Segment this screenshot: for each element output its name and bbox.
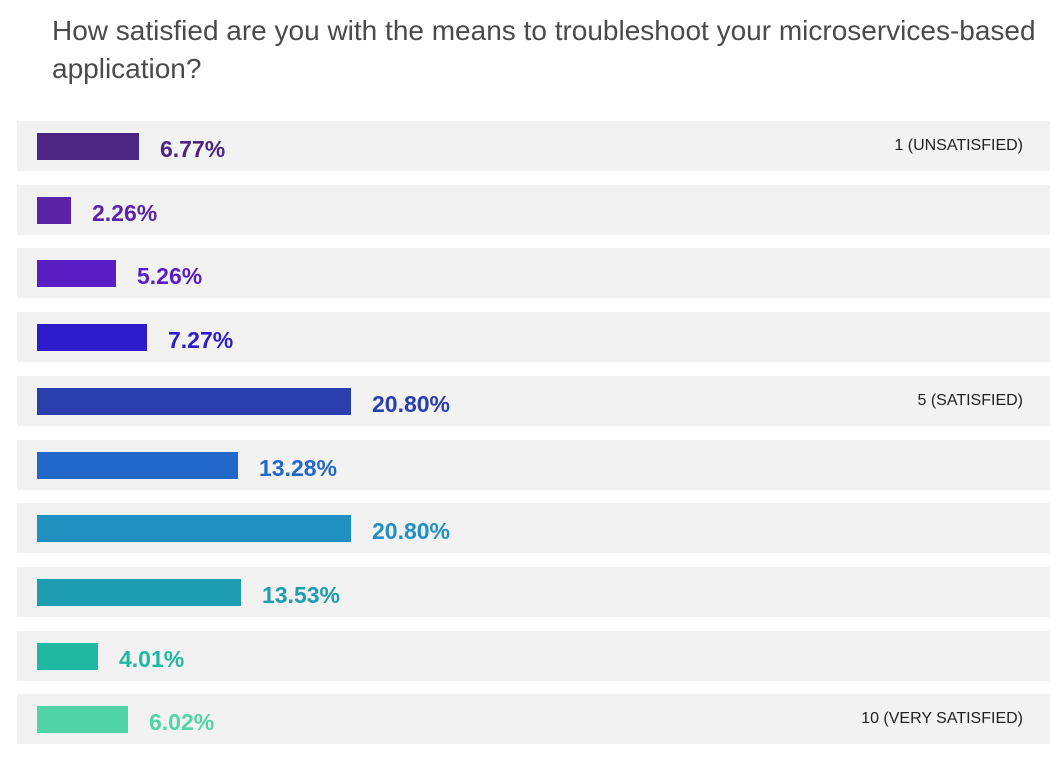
chart-row: 20.80% 5 (SATISFIED) (17, 376, 1050, 426)
value-label: 20.80% (372, 391, 451, 417)
chart-row: 4.01% (17, 631, 1050, 681)
bar (37, 643, 98, 670)
bar (37, 515, 351, 542)
scale-label: 5 (SATISFIED) (917, 392, 1024, 409)
chart-row: 20.80% (17, 503, 1050, 553)
value-label: 5.26% (137, 263, 203, 289)
bar (37, 324, 147, 351)
chart-row: 5.26% (17, 248, 1050, 298)
value-label: 4.01% (119, 646, 185, 672)
value-label: 7.27% (168, 327, 234, 353)
bar (37, 197, 71, 224)
bar (37, 706, 128, 733)
bar (37, 452, 238, 479)
scale-label: 10 (VERY SATISFIED) (861, 710, 1023, 727)
chart-row: 7.27% (17, 312, 1050, 362)
chart-row: 6.77% 1 (UNSATISFIED) (17, 121, 1050, 171)
chart-row: 13.53% (17, 567, 1050, 617)
bar (37, 260, 116, 287)
value-label: 13.53% (262, 582, 341, 608)
value-label: 2.26% (92, 200, 158, 226)
value-label: 6.02% (149, 709, 215, 735)
chart-row: 2.26% (17, 185, 1050, 235)
value-label: 13.28% (259, 455, 338, 481)
value-label: 6.77% (160, 136, 226, 162)
scale-label: 1 (UNSATISFIED) (894, 137, 1023, 154)
bar (37, 388, 351, 415)
chart-row: 6.02% 10 (VERY SATISFIED) (17, 694, 1050, 744)
chart-title: How satisfied are you with the means to … (52, 15, 1036, 84)
bar (37, 579, 241, 606)
chart-row: 13.28% (17, 440, 1050, 490)
bar (37, 133, 139, 160)
value-label: 20.80% (372, 518, 451, 544)
